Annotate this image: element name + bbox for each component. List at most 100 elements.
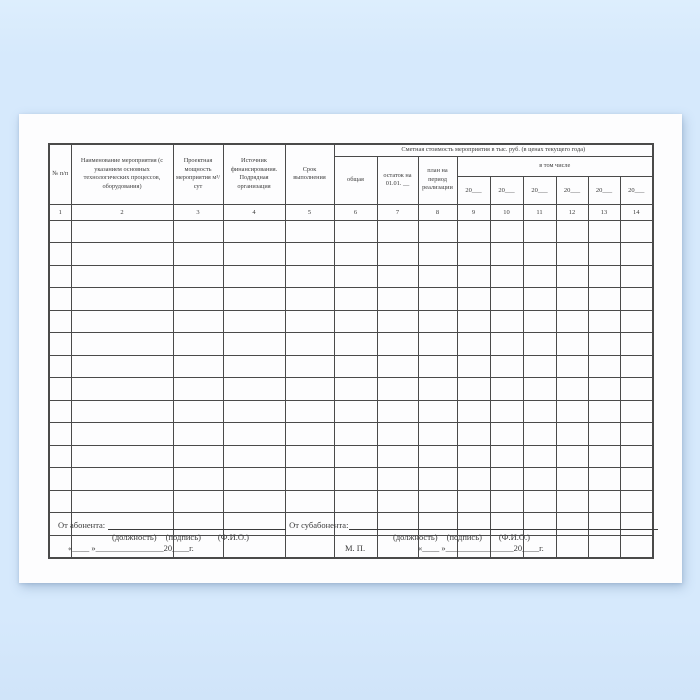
empty-form-cell: [70, 444, 174, 468]
empty-form-cell: [587, 534, 621, 559]
empty-form-cell: [376, 219, 419, 243]
empty-form-row: [48, 287, 654, 311]
empty-form-cell: [417, 309, 458, 333]
empty-form-cell: [522, 422, 557, 446]
empty-form-cell: [555, 332, 589, 356]
empty-form-cell: [376, 264, 419, 288]
empty-form-row: [48, 242, 654, 266]
empty-form-cell: [456, 422, 491, 446]
empty-form-cell: [48, 467, 72, 491]
column-number: 11: [522, 203, 557, 221]
empty-form-cell: [70, 489, 174, 513]
empty-form-cell: [222, 377, 286, 401]
empty-form-cell: [48, 287, 72, 311]
empty-form-cell: [48, 309, 72, 333]
empty-form-cell: [333, 534, 378, 559]
empty-form-cell: [456, 332, 491, 356]
empty-form-cell: [222, 422, 286, 446]
empty-form-cell: [172, 332, 224, 356]
empty-form-cell: [489, 354, 524, 378]
empty-form-row: [48, 534, 654, 559]
empty-form-cell: [284, 444, 335, 468]
subabonent-signature-line: [349, 519, 658, 530]
empty-form-cell: [619, 399, 654, 423]
empty-form-cell: [284, 399, 335, 423]
empty-form-row: [48, 467, 654, 491]
empty-form-cell: [522, 534, 557, 559]
empty-form-cell: [284, 377, 335, 401]
empty-form-cell: [489, 287, 524, 311]
empty-form-cell: [48, 332, 72, 356]
empty-form-cell: [172, 444, 224, 468]
empty-form-cell: [333, 242, 378, 266]
empty-form-cell: [222, 354, 286, 378]
measures-cost-table: № п/п Наименование мероприятия (с указан…: [48, 143, 655, 559]
empty-form-cell: [70, 399, 174, 423]
empty-form-cell: [456, 467, 491, 491]
empty-form-cell: [619, 534, 654, 559]
empty-form-cell: [489, 399, 524, 423]
empty-form-cell: [48, 399, 72, 423]
empty-form-cell: [587, 422, 621, 446]
empty-form-cell: [522, 489, 557, 513]
empty-form-row: [48, 422, 654, 446]
from-abonent-label: От абонента:: [58, 520, 106, 530]
empty-form-cell: [417, 287, 458, 311]
empty-form-cell: [489, 309, 524, 333]
empty-form-cell: [456, 354, 491, 378]
empty-form-cell: [522, 242, 557, 266]
empty-form-cell: [417, 534, 458, 559]
empty-form-cell: [333, 354, 378, 378]
empty-form-cell: [70, 354, 174, 378]
empty-form-cell: [70, 264, 174, 288]
empty-form-cell: [333, 377, 378, 401]
empty-form-cell: [522, 377, 557, 401]
column-number: 10: [489, 203, 524, 221]
empty-form-cell: [48, 242, 72, 266]
year-blank-cell: 20___: [489, 175, 524, 205]
column-number: 3: [172, 203, 224, 221]
position-caption: (должность): [112, 532, 157, 542]
empty-form-cell: [489, 467, 524, 491]
empty-form-cell: [284, 242, 335, 266]
empty-form-cell: [376, 354, 419, 378]
empty-form-cell: [417, 399, 458, 423]
empty-form-cell: [376, 287, 419, 311]
empty-form-cell: [587, 287, 621, 311]
empty-form-row: [48, 444, 654, 468]
empty-form-cell: [48, 354, 72, 378]
signature-line-row: От абонента: От субабонента:: [58, 519, 658, 530]
empty-form-cell: [456, 219, 491, 243]
empty-form-cell: [587, 467, 621, 491]
stamp-place-label: М. П.: [345, 543, 366, 553]
empty-form-cell: [222, 242, 286, 266]
column-number: 8: [417, 203, 458, 221]
empty-form-cell: [489, 332, 524, 356]
position-caption: (должность): [393, 532, 438, 542]
empty-form-cell: [222, 287, 286, 311]
empty-form-cell: [587, 489, 621, 513]
empty-form-cell: [619, 332, 654, 356]
empty-form-cell: [333, 332, 378, 356]
column-number: 9: [456, 203, 491, 221]
empty-form-cell: [48, 444, 72, 468]
from-subabonent-label: От субабонента:: [289, 520, 349, 530]
empty-form-cell: [222, 332, 286, 356]
empty-form-cell: [555, 309, 589, 333]
empty-form-cell: [172, 242, 224, 266]
empty-form-row: [48, 332, 654, 356]
empty-form-cell: [555, 287, 589, 311]
empty-form-cell: [284, 422, 335, 446]
empty-form-cell: [417, 444, 458, 468]
empty-form-cell: [172, 264, 224, 288]
signature-caption: (подпись): [165, 532, 201, 542]
empty-form-cell: [489, 534, 524, 559]
empty-form-cell: [222, 489, 286, 513]
empty-form-cell: [619, 264, 654, 288]
empty-form-cell: [376, 422, 419, 446]
column-number: 13: [587, 203, 621, 221]
year-blank-cell: 20___: [587, 175, 621, 205]
empty-form-cell: [522, 354, 557, 378]
column-number: 2: [70, 203, 174, 221]
abonent-signature-caption: (должность) (подпись) (Ф.И.О.): [112, 532, 249, 542]
